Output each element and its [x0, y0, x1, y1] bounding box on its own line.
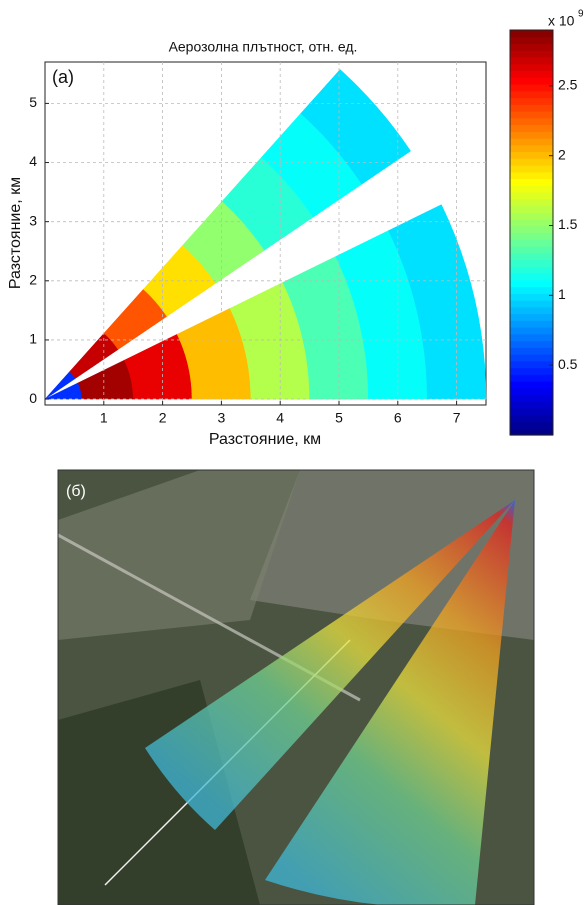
colorbar-tick-label: 1: [558, 286, 566, 302]
colorbar-exponent: 9: [578, 9, 584, 20]
colorbar-band: [510, 36, 553, 45]
colorbar-band: [510, 185, 553, 193]
colorbar-band: [510, 90, 553, 99]
colorbar-band: [510, 138, 553, 146]
colorbar: 0.5 1 1.5 2 2.5: [509, 29, 578, 436]
colorbar-band: [510, 43, 553, 51]
colorbar-band: [510, 144, 553, 153]
colorbar-band: [510, 219, 553, 227]
colorbar-band: [510, 124, 553, 132]
map-urban: [58, 470, 300, 640]
colorbar-band: [510, 374, 553, 382]
colorbar-band: [510, 30, 553, 38]
map-sector: [145, 500, 515, 830]
colorbar-band: [510, 178, 553, 186]
colorbar-tick-label: 2: [558, 146, 566, 162]
colorbar-band: [510, 104, 553, 112]
panel-label: (а): [52, 67, 74, 87]
colorbar-band: [510, 273, 553, 281]
colorbar-band: [510, 111, 553, 119]
x-tick-label: 3: [218, 410, 226, 426]
colorbar-band: [510, 266, 553, 274]
map-frame: [57, 469, 535, 905]
colorbar-band: [510, 401, 553, 409]
sectors: [44, 69, 487, 400]
y-tick-label: 0: [29, 390, 37, 406]
colorbar-band: [510, 414, 553, 423]
colorbar-band: [510, 205, 553, 213]
colorbar-band: [510, 151, 553, 159]
x-axis-label: Разстояние, км: [209, 431, 321, 448]
colorbar-band: [510, 192, 553, 200]
y-tick-label: 3: [29, 212, 37, 228]
colorbar-band: [510, 306, 553, 315]
colorbar-tick-label: 2.5: [558, 77, 578, 93]
colorbar-band: [510, 367, 553, 375]
colorbar-band: [510, 347, 553, 355]
y-axis-label: Разстояние, км: [7, 177, 24, 289]
colorbar-band: [510, 387, 553, 396]
colorbar-band: [510, 225, 553, 234]
x-tick-label: 7: [453, 410, 461, 426]
map-sector: [265, 500, 515, 905]
y-tick-label: 5: [29, 94, 37, 110]
x-tick-label: 5: [335, 410, 343, 426]
x-tick-label: 4: [276, 410, 284, 426]
sector-segment: [329, 69, 411, 160]
sector-segment: [427, 204, 487, 400]
colorbar-band: [510, 340, 553, 348]
colorbar-band: [510, 394, 553, 402]
colorbar-band: [510, 252, 553, 261]
colorbar-band: [510, 212, 553, 220]
x-tick-label: 6: [394, 410, 402, 426]
colorbar-band: [510, 293, 553, 301]
colorbar-band: [510, 327, 553, 335]
colorbar-tick-label: 0.5: [558, 356, 578, 372]
colorbar-band: [510, 320, 553, 328]
colorbar-band: [510, 57, 553, 65]
colorbar-band: [510, 428, 553, 436]
colorbar-band: [510, 171, 553, 180]
colorbar-band: [510, 97, 553, 105]
colorbar-band: [510, 360, 553, 369]
colorbar-band: [510, 300, 553, 308]
colorbar-frame: [509, 29, 554, 436]
colorbar-band: [510, 84, 553, 92]
colorbar-band: [510, 70, 553, 78]
colorbar-band: [510, 421, 553, 429]
colorbar-band: [510, 286, 553, 294]
x-tick-label: 2: [159, 410, 167, 426]
colorbar-band: [510, 165, 553, 173]
colorbar-band: [510, 77, 553, 85]
colorbar-band: [510, 239, 553, 247]
colorbar-band: [510, 246, 553, 254]
y-tick-label: 1: [29, 331, 37, 347]
y-tick-label: 2: [29, 272, 37, 288]
colorbar-tick-label: 1.5: [558, 216, 578, 232]
colorbar-band: [510, 313, 553, 321]
colorbar-band: [510, 381, 553, 389]
colorbar-band: [510, 158, 553, 166]
colorbar-band: [510, 259, 553, 267]
colorbar-band: [510, 232, 553, 240]
map-panel-label: (б): [66, 483, 86, 500]
colorbar-band: [510, 117, 553, 126]
colorbar-band: [510, 198, 553, 207]
colorbar-band: [510, 333, 553, 342]
colorbar-band: [510, 354, 553, 362]
colorbar-band: [510, 131, 553, 139]
y-tick-label: 4: [29, 153, 37, 169]
colorbar-band: [510, 408, 553, 416]
colorbar-band: [510, 50, 553, 58]
colorbar-band: [510, 279, 553, 288]
chart-title: Аерозолна плътност, отн. ед.: [169, 39, 358, 55]
map-panel: [58, 470, 534, 905]
colorbar-multiplier: x 10: [548, 13, 575, 29]
x-tick-label: 1: [100, 410, 108, 426]
colorbar-band: [510, 63, 553, 72]
